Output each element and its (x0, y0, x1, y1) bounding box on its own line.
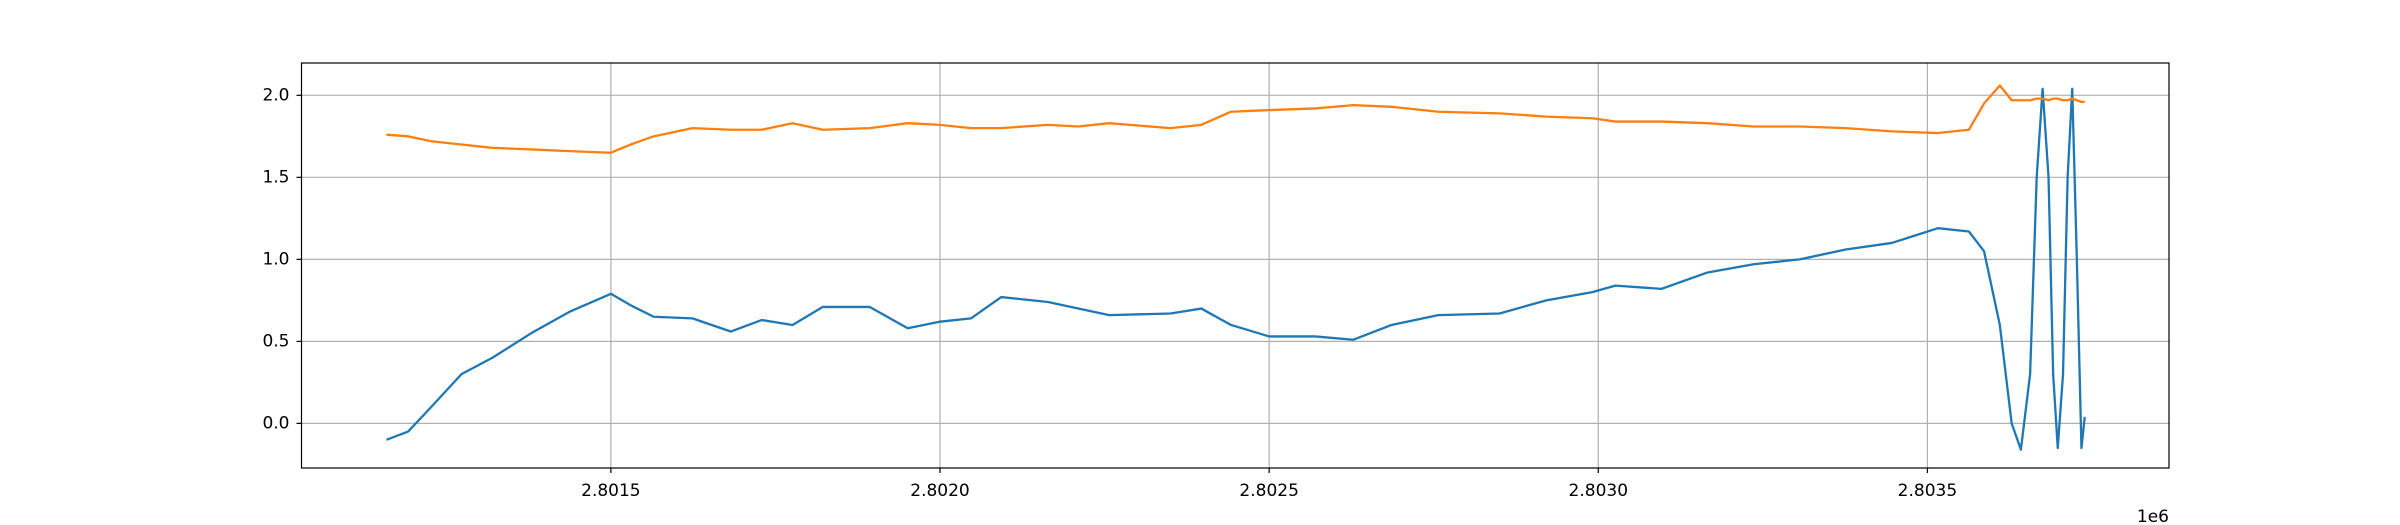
y-tick-label: 1.5 (262, 167, 289, 187)
x-tick-label: 2.8015 (581, 481, 640, 501)
y-tick-label: 0.5 (262, 331, 289, 351)
y-tick-label: 0.0 (262, 413, 289, 433)
plot-frame (300, 62, 2170, 469)
data-line (386, 87, 2086, 451)
x-tick-label: 2.8025 (1239, 481, 1298, 501)
x-offset-label: 1e6 (2137, 507, 2169, 525)
data-line (386, 84, 2085, 154)
x-tick-label: 2.8030 (1569, 481, 1628, 501)
y-tick-label: 1.0 (262, 249, 289, 269)
y-tick-label: 2.0 (262, 85, 289, 105)
x-tick-label: 2.8020 (910, 481, 969, 501)
x-tick-label: 2.8035 (1898, 481, 1957, 501)
